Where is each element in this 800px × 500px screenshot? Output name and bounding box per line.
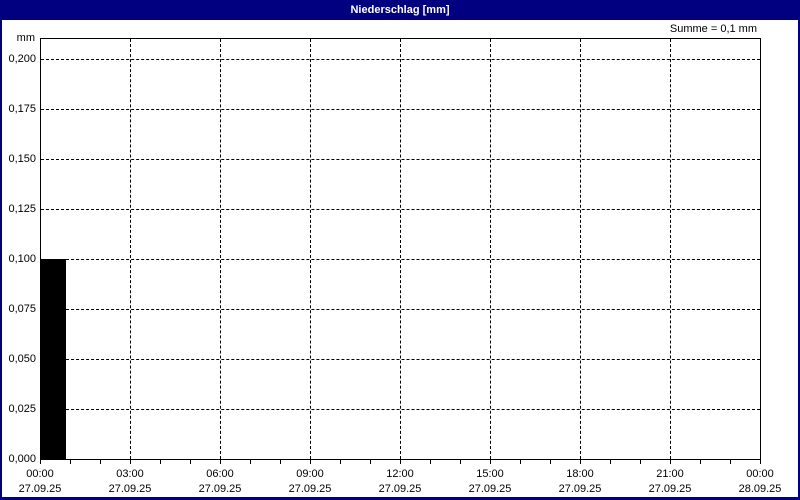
x-tick-date-label: 27.09.25	[468, 483, 512, 495]
x-tick-date-label: 27.09.25	[198, 483, 242, 495]
x-axis-tick	[220, 460, 221, 464]
x-axis-tick	[130, 460, 131, 464]
x-axis-tick	[40, 460, 41, 464]
x-tick-time-label: 03:00	[116, 468, 144, 480]
x-gridline	[310, 39, 311, 459]
x-axis-tick	[760, 460, 761, 464]
x-axis-tick	[640, 460, 641, 464]
x-tick-time-label: 21:00	[656, 468, 684, 480]
y-tick-label: 0,000	[8, 453, 36, 465]
y-tick-label: 0,100	[8, 253, 36, 265]
x-axis-tick	[550, 460, 551, 464]
x-axis-tick	[460, 460, 461, 464]
x-axis-tick	[190, 460, 191, 464]
y-tick-label: 0,200	[8, 53, 36, 65]
y-tick-label: 0,125	[8, 203, 36, 215]
y-tick-label: 0,075	[8, 303, 36, 315]
window-border-right	[798, 0, 800, 500]
x-axis-tick	[310, 460, 311, 464]
x-tick-time-label: 00:00	[746, 468, 774, 480]
precipitation-bar	[41, 259, 66, 459]
x-gridline	[490, 39, 491, 459]
x-tick-date-label: 27.09.25	[288, 483, 332, 495]
x-axis-tick	[490, 460, 491, 464]
plot-area	[40, 38, 761, 460]
x-tick-time-label: 15:00	[476, 468, 504, 480]
x-axis-tick	[730, 460, 731, 464]
x-axis-tick	[70, 460, 71, 464]
x-gridline	[220, 39, 221, 459]
x-axis-tick	[340, 460, 341, 464]
x-tick-date-label: 28.09.25	[738, 483, 782, 495]
x-axis-tick	[250, 460, 251, 464]
x-tick-time-label: 09:00	[296, 468, 324, 480]
x-gridline	[670, 39, 671, 459]
sum-label: Summe = 0,1 mm	[669, 23, 757, 35]
x-tick-time-label: 00:00	[26, 468, 54, 480]
y-tick-label: 0,050	[8, 353, 36, 365]
window-border-bottom	[0, 497, 800, 500]
chart-title: Niederschlag [mm]	[350, 4, 450, 16]
x-tick-date-label: 27.09.25	[648, 483, 692, 495]
x-axis-tick	[370, 460, 371, 464]
x-axis-tick	[100, 460, 101, 464]
x-tick-time-label: 06:00	[206, 468, 234, 480]
x-axis-tick	[580, 460, 581, 464]
y-axis-unit-label: mm	[16, 32, 35, 44]
x-tick-time-label: 12:00	[386, 468, 414, 480]
y-tick-label: 0,150	[8, 153, 36, 165]
x-tick-date-label: 27.09.25	[108, 483, 152, 495]
x-axis-tick	[610, 460, 611, 464]
x-gridline	[580, 39, 581, 459]
x-axis-tick	[430, 460, 431, 464]
x-axis-tick	[670, 460, 671, 464]
x-axis-tick	[400, 460, 401, 464]
window-border-left	[0, 0, 2, 500]
x-tick-date-label: 27.09.25	[378, 483, 422, 495]
x-axis-tick	[700, 460, 701, 464]
chart-title-bar: Niederschlag [mm]	[0, 0, 800, 20]
x-tick-date-label: 27.09.25	[558, 483, 602, 495]
y-tick-label: 0,175	[8, 103, 36, 115]
x-gridline	[130, 39, 131, 459]
x-axis-tick	[280, 460, 281, 464]
x-tick-time-label: 18:00	[566, 468, 594, 480]
x-axis-tick	[520, 460, 521, 464]
x-tick-date-label: 27.09.25	[18, 483, 62, 495]
y-tick-label: 0,025	[8, 403, 36, 415]
x-axis-tick	[160, 460, 161, 464]
x-gridline	[400, 39, 401, 459]
